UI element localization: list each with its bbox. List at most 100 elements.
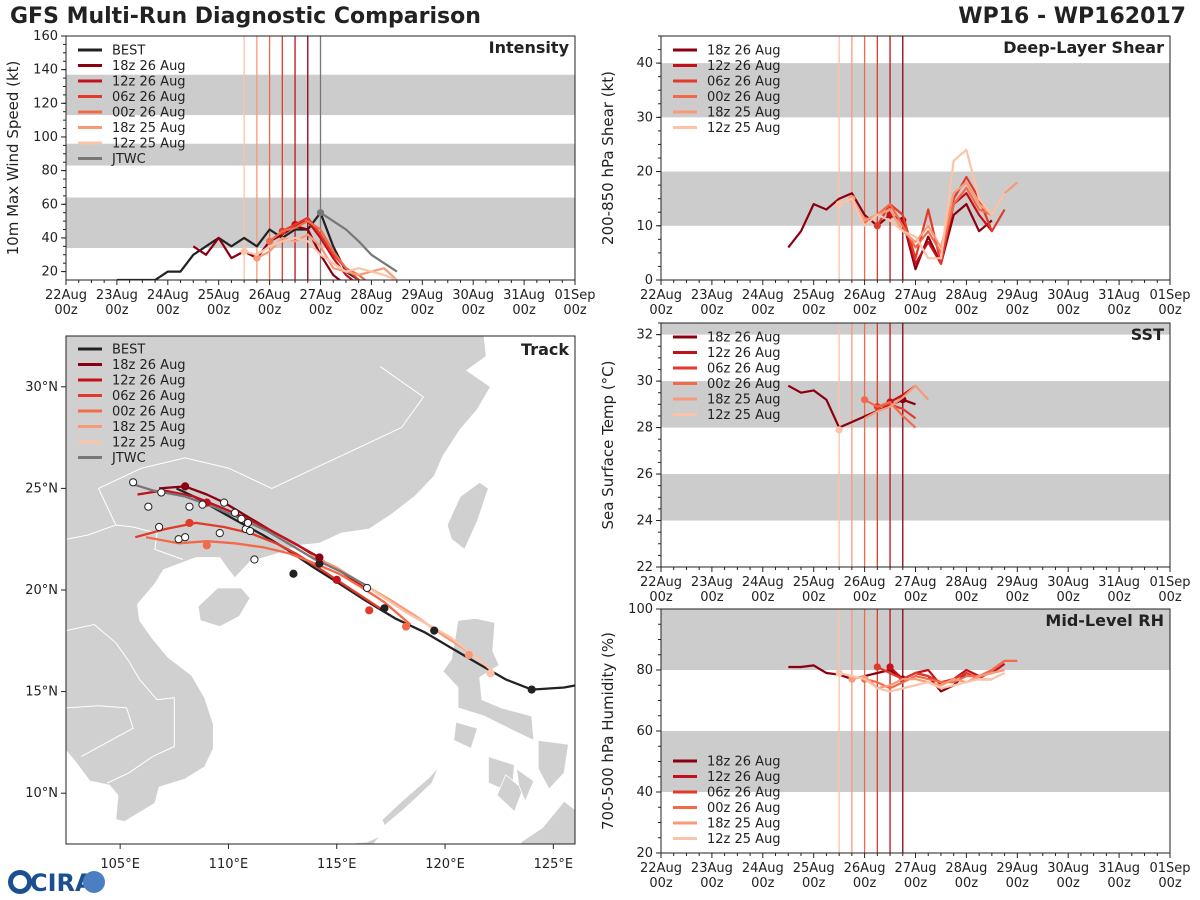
- x-tick-date: 28Aug: [945, 575, 987, 590]
- country-border: [66, 623, 175, 784]
- y-tick-label: 26: [636, 467, 653, 482]
- panel-rh: 2040608010022Aug00z23Aug00z24Aug00z25Aug…: [599, 602, 1191, 891]
- init-marker: [240, 247, 248, 255]
- plot-area: [661, 609, 1170, 853]
- x-tick-date: 28Aug: [945, 861, 987, 876]
- y-tick-label: 30: [636, 374, 653, 389]
- x-tick-date: 29Aug: [996, 861, 1038, 876]
- threshold-band: [661, 381, 1170, 428]
- x-tick-date: 29Aug: [996, 575, 1038, 590]
- x-tick-date: 25Aug: [793, 575, 835, 590]
- legend-label: 00z 26 Aug: [707, 90, 781, 105]
- x-tick-date: 30Aug: [1047, 575, 1089, 590]
- legend-label: 00z 26 Aug: [707, 801, 781, 816]
- threshold-band: [661, 474, 1170, 521]
- x-tick-hour: 00z: [156, 303, 180, 318]
- x-tick-date: 30Aug: [452, 288, 494, 303]
- legend-label: 00z 26 Aug: [707, 377, 781, 392]
- x-tick-hour: 00z: [207, 303, 231, 318]
- x-tick-hour: 00z: [853, 590, 877, 605]
- track-position-marker: [464, 650, 473, 660]
- panel-title: Track: [521, 340, 569, 359]
- cira-logo-ring-icon: [13, 875, 27, 889]
- x-tick-hour: 00z: [802, 590, 826, 605]
- x-tick-hour: 00z: [1107, 590, 1131, 605]
- x-tick-date: 29Aug: [996, 288, 1038, 303]
- series-line: [838, 148, 1006, 260]
- x-tick-date: 22Aug: [640, 861, 682, 876]
- series-line: [116, 211, 361, 280]
- legend-label: JTWC: [111, 152, 146, 167]
- legend-label: 18z 25 Aug: [707, 106, 781, 121]
- x-tick-label: 105°E: [100, 857, 140, 872]
- track-position-marker: [332, 575, 341, 584]
- track-position-marker: [527, 685, 536, 694]
- x-tick-date: 23Aug: [691, 575, 733, 590]
- x-tick-hour: 00z: [54, 303, 78, 318]
- mindanao-island-land: [520, 800, 575, 844]
- plot-area: [661, 36, 1170, 280]
- legend-label: 12z 26 Aug: [707, 59, 781, 74]
- series-line: [319, 211, 398, 273]
- country-border: [66, 705, 134, 758]
- forecast-position-marker: [237, 514, 246, 523]
- legend-label: 12z 26 Aug: [112, 75, 186, 90]
- panel-intensity: 2040608010012014016022Aug00z23Aug00z24Au…: [4, 29, 596, 318]
- y-tick-label: 80: [636, 663, 653, 678]
- track-position-marker: [202, 541, 211, 550]
- panel-track: 105°E 110°E 115°E 120°E 125°E 10°N 15°N 20°N 25°…: [25, 335, 576, 872]
- forecast-position-marker: [250, 555, 259, 564]
- legend-label: 12z 25 Aug: [707, 408, 781, 423]
- legend-label: 18z 25 Aug: [112, 420, 186, 435]
- x-tick-date: 31Aug: [503, 288, 545, 303]
- x-tick-date: 01Sep: [554, 288, 595, 303]
- forecast-position-marker: [220, 498, 229, 507]
- x-tick-date: 01Sep: [1149, 575, 1190, 590]
- track-position-marker: [365, 606, 374, 615]
- track-position-marker: [486, 669, 495, 678]
- x-tick-hour: 00z: [1158, 590, 1182, 605]
- x-tick-date: 27Aug: [895, 861, 937, 876]
- x-tick-hour: 00z: [462, 303, 486, 318]
- legend-label: 18z 26 Aug: [707, 331, 781, 346]
- legend-label: 18z 25 Aug: [112, 121, 186, 136]
- y-tick-label: 20: [41, 265, 58, 280]
- legend-label: 18z 26 Aug: [707, 755, 781, 770]
- y-axis-label: 700-500 hPa Humidity (%): [599, 632, 617, 830]
- x-tick-date: 30Aug: [1047, 288, 1089, 303]
- forecast-position-marker: [230, 508, 240, 517]
- panel-title: Intensity: [489, 38, 570, 57]
- negros-island-land: [496, 774, 524, 813]
- country-border: [66, 524, 184, 560]
- x-tick-hour: 00z: [751, 876, 775, 891]
- x-tick-hour: 00z: [258, 303, 282, 318]
- forecast-position-marker: [181, 533, 190, 542]
- x-tick-hour: 00z: [955, 876, 979, 891]
- x-tick-hour: 00z: [853, 876, 877, 891]
- cebu-island-land: [515, 767, 535, 803]
- legend-label: 06z 26 Aug: [112, 389, 186, 404]
- panel-title: Mid-Level RH: [1045, 611, 1164, 630]
- panel-sst: 22242628303222Aug00z23Aug00z24Aug00z25Au…: [599, 322, 1191, 605]
- x-tick-date: 31Aug: [1098, 861, 1140, 876]
- legend-label: 12z 26 Aug: [707, 770, 781, 785]
- legend-label: 06z 26 Aug: [707, 75, 781, 90]
- legend-label: 06z 26 Aug: [707, 786, 781, 801]
- x-tick-label: 110°E: [209, 857, 249, 872]
- panel-title: SST: [1131, 325, 1164, 344]
- y-tick-label: 20: [636, 846, 653, 861]
- legend-label: BEST: [112, 44, 145, 59]
- y-tick-label: 15°N: [25, 685, 58, 700]
- threshold-band: [661, 609, 1170, 670]
- init-marker: [886, 663, 894, 671]
- x-tick-date: 28Aug: [350, 288, 392, 303]
- x-tick-date: 25Aug: [198, 288, 240, 303]
- y-tick-label: 140: [33, 63, 58, 78]
- x-tick-hour: 00z: [853, 303, 877, 318]
- y-tick-label: 10°N: [25, 786, 58, 801]
- x-tick-hour: 00z: [649, 590, 673, 605]
- x-tick-hour: 00z: [649, 876, 673, 891]
- forecast-position-marker: [129, 478, 138, 487]
